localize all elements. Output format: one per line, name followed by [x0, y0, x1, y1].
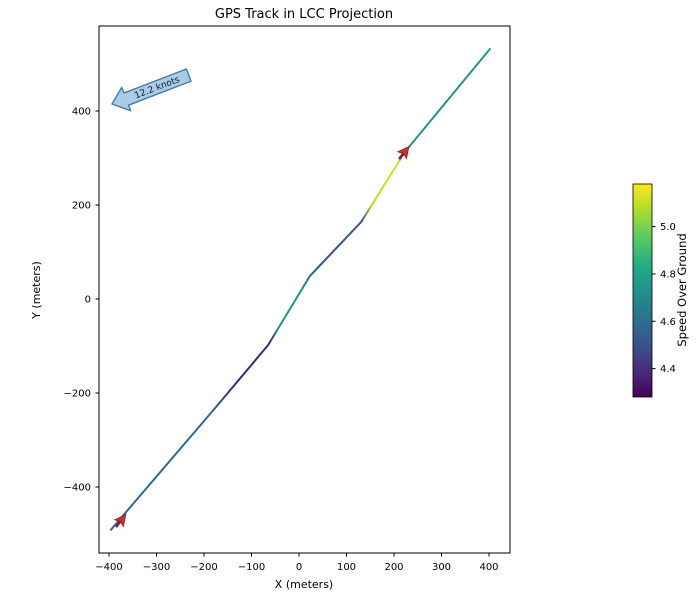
- x-axis-ticks: −400 −300 −200 −100 0 100 200 300 400: [95, 553, 499, 573]
- gps-track-line: [109, 48, 491, 531]
- annotation-arrow-shape: [111, 68, 192, 112]
- waypoint-arrows: [113, 145, 410, 528]
- x-tick-label: 400: [479, 562, 498, 573]
- y-tick-label: −200: [64, 389, 91, 400]
- y-tick-label: 400: [72, 107, 91, 118]
- x-tick-label: 100: [337, 562, 356, 573]
- colorbar-ticks: 4.4 4.6 4.8 5.0: [652, 222, 676, 375]
- colorbar-label: Speed Over Ground: [675, 233, 689, 346]
- waypoint-arrow: [396, 145, 410, 160]
- y-axis-label: Y (meters): [30, 261, 43, 320]
- colorbar-tick-label: 5.0: [660, 222, 676, 233]
- waypoint-arrow-stem: [398, 152, 405, 160]
- colorbar-tick-label: 4.6: [660, 317, 676, 328]
- colorbar-tick-label: 4.8: [660, 269, 676, 280]
- plot-border: [98, 25, 511, 554]
- x-tick-label: 300: [432, 562, 451, 573]
- colorbar-gradient: [632, 183, 653, 398]
- waypoint-arrow-stem: [114, 520, 122, 528]
- speed-annotation-arrow: 12.2 knots: [111, 68, 192, 112]
- waypoint-arrow: [113, 513, 127, 528]
- x-tick-label: 200: [384, 562, 403, 573]
- x-tick-label: 0: [296, 562, 302, 573]
- waypoint-arrow-head: [396, 145, 410, 160]
- y-tick-label: 200: [72, 201, 91, 212]
- x-axis-label: X (meters): [275, 578, 333, 591]
- y-tick-label: −400: [64, 483, 91, 494]
- waypoint-arrow-head: [113, 513, 127, 528]
- x-tick-label: −100: [238, 562, 265, 573]
- x-tick-label: −300: [143, 562, 170, 573]
- colorbar: 4.4 4.6 4.8 5.0 Speed Over Ground: [632, 183, 689, 398]
- chart-title: GPS Track in LCC Projection: [215, 7, 393, 22]
- colorbar-tick-label: 4.4: [660, 364, 676, 375]
- y-axis-ticks: −400 −200 0 200 400: [64, 107, 99, 494]
- y-tick-label: 0: [85, 295, 91, 306]
- x-tick-label: −400: [95, 562, 122, 573]
- x-tick-label: −200: [190, 562, 217, 573]
